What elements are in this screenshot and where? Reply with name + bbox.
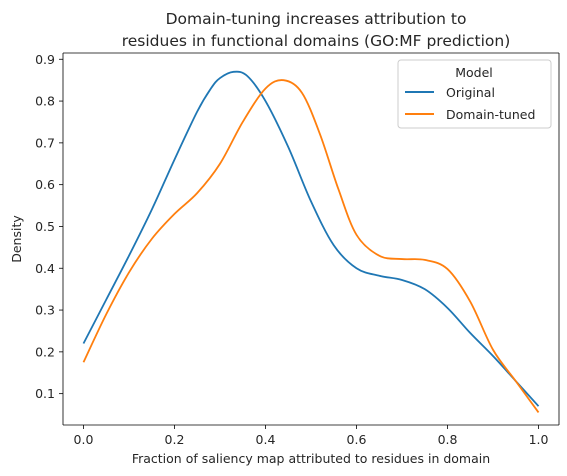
y-tick-label: 0.7	[35, 135, 55, 150]
series-line-domain-tuned	[82, 79, 540, 413]
y-tick-label: 0.4	[35, 261, 55, 276]
y-tick-label: 0.9	[35, 52, 55, 67]
y-axis-label: Density	[9, 215, 24, 263]
chart-title: Domain-tuning increases attribution to r…	[122, 10, 511, 50]
x-tick-label: 0.4	[256, 432, 276, 447]
legend-box	[397, 59, 552, 129]
plot-frame	[62, 52, 560, 426]
series-layer	[82, 70, 540, 413]
x-tick-label: 1.0	[529, 432, 549, 447]
title-line-2: residues in functional domains (GO:MF pr…	[122, 32, 511, 50]
legend-label-domain-tuned: Domain-tuned	[446, 107, 535, 122]
title-line-1: Domain-tuning increases attribution to	[166, 10, 467, 28]
y-tick-label: 0.8	[35, 94, 55, 109]
x-axis-ticks: 0.0 0.2 0.4 0.6 0.8 1.0	[74, 425, 549, 447]
y-tick-label: 0.6	[35, 177, 55, 192]
x-axis-label: Fraction of saliency map attributed to r…	[132, 451, 490, 466]
series-line-original	[82, 70, 540, 407]
legend-title: Model	[455, 65, 493, 80]
y-tick-label: 0.2	[35, 344, 55, 359]
x-tick-label: 0.6	[347, 432, 367, 447]
y-axis-ticks: 0.1 0.2 0.3 0.4 0.5 0.6 0.7 0.8 0.9	[35, 52, 63, 401]
y-tick-label: 0.1	[35, 386, 55, 401]
legend-label-original: Original	[446, 85, 495, 100]
y-tick-label: 0.5	[35, 219, 55, 234]
x-tick-label: 0.2	[165, 432, 185, 447]
y-tick-label: 0.3	[35, 303, 55, 318]
legend: Model Original Domain-tuned	[397, 59, 552, 129]
x-tick-label: 0.8	[438, 432, 458, 447]
x-tick-label: 0.0	[74, 432, 94, 447]
